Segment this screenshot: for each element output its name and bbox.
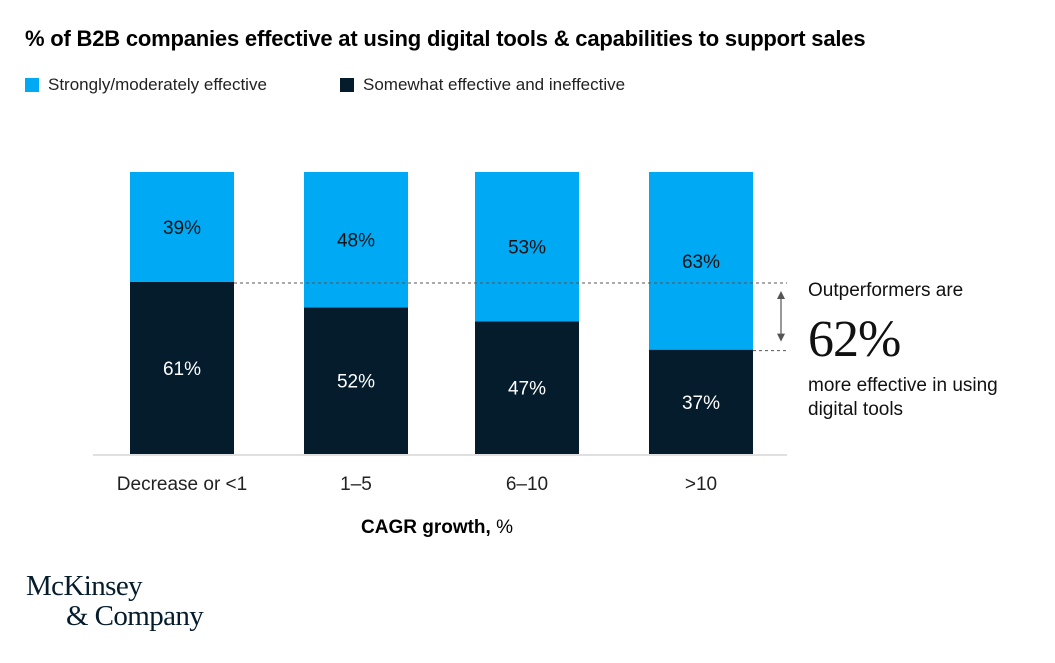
legend-item-ineffective: Somewhat effective and ineffective (340, 75, 625, 95)
x-axis-title-unit: % (490, 517, 514, 538)
data-label-effective: 39% (163, 218, 201, 239)
callout-tail-line2: digital tools (808, 399, 904, 420)
legend-label-effective: Strongly/moderately effective (48, 75, 267, 94)
data-label-ineffective: 61% (163, 359, 201, 380)
bar-segment-effective (304, 172, 408, 308)
bar-segment-effective (475, 172, 579, 322)
bar-segment-ineffective (475, 321, 579, 454)
logo-line1: McKinsey (26, 570, 143, 602)
callout-tail-line1: more effective in using (808, 375, 998, 396)
chart-title: % of B2B companies effective at using di… (25, 26, 866, 51)
bar-segment-effective (130, 172, 234, 282)
arrow-down-icon (777, 333, 785, 342)
x-axis-title: CAGR growth, % (361, 517, 513, 539)
legend-swatch-effective (25, 78, 39, 92)
data-label-effective: 53% (508, 238, 546, 259)
legend-item-effective: Strongly/moderately effective (25, 75, 267, 95)
data-label-effective: 48% (337, 231, 375, 252)
x-tick-label: >10 (685, 474, 717, 495)
data-label-ineffective: 47% (508, 379, 546, 400)
bar-segment-ineffective (649, 349, 753, 454)
x-axis-title-bold: CAGR growth, (361, 517, 491, 538)
bar-segment-ineffective (304, 307, 408, 454)
callout-value: 62% (808, 311, 901, 368)
legend-swatch-ineffective (340, 78, 354, 92)
x-tick-label: 6–10 (506, 474, 548, 495)
legend-label-ineffective: Somewhat effective and ineffective (363, 75, 626, 94)
callout-lead: Outperformers are (808, 280, 964, 301)
callout-tail: more effective in using digital tools (808, 374, 998, 422)
bar-segment-ineffective (130, 281, 234, 454)
bar-segment-effective (649, 172, 753, 350)
data-label-effective: 63% (682, 252, 720, 273)
mckinsey-logo: McKinsey & Company (26, 570, 204, 632)
logo-line2: & Company (66, 600, 204, 632)
arrow-up-icon (777, 290, 785, 299)
data-label-ineffective: 52% (337, 372, 375, 393)
x-tick-label: 1–5 (340, 474, 372, 495)
x-tick-label: Decrease or <1 (117, 474, 247, 495)
data-label-ineffective: 37% (682, 393, 720, 414)
